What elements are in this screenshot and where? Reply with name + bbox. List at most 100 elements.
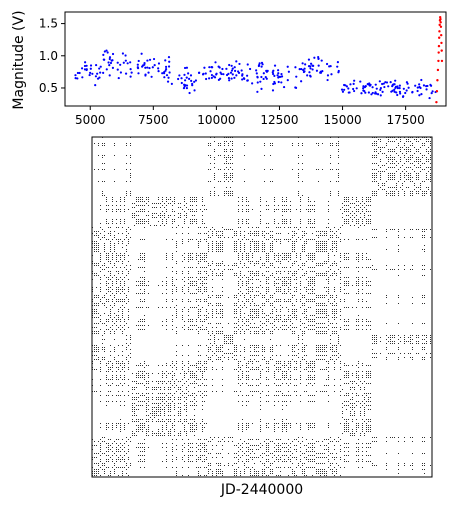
recurrence-point xyxy=(416,343,417,344)
recurrence-point xyxy=(146,389,147,390)
recurrence-point xyxy=(274,283,275,284)
recurrence-point xyxy=(238,301,239,302)
recurrence-point xyxy=(108,277,109,278)
recurrence-point xyxy=(188,327,189,328)
recurrence-point xyxy=(314,253,315,254)
recurrence-point xyxy=(264,441,265,442)
recurrence-point xyxy=(100,315,101,316)
recurrence-point xyxy=(328,293,329,294)
light-curve-point xyxy=(389,81,392,84)
recurrence-point xyxy=(216,313,217,314)
recurrence-point xyxy=(238,467,239,468)
recurrence-point xyxy=(252,299,253,300)
recurrence-point xyxy=(366,365,367,366)
recurrence-point xyxy=(266,451,267,452)
recurrence-point xyxy=(112,371,113,372)
recurrence-point xyxy=(144,459,145,460)
recurrence-point xyxy=(122,305,123,306)
recurrence-point xyxy=(172,439,173,440)
recurrence-point xyxy=(332,471,333,472)
recurrence-point xyxy=(144,281,145,282)
recurrence-point xyxy=(114,297,115,298)
recurrence-point xyxy=(94,309,95,310)
recurrence-point xyxy=(340,459,341,460)
recurrence-point xyxy=(356,401,357,402)
recurrence-point xyxy=(214,341,215,342)
recurrence-point xyxy=(356,283,357,284)
recurrence-point xyxy=(292,473,293,474)
recurrence-point xyxy=(164,413,165,414)
recurrence-point xyxy=(308,285,309,286)
recurrence-point xyxy=(244,463,245,464)
recurrence-point xyxy=(266,395,267,396)
recurrence-point xyxy=(174,405,175,406)
recurrence-point xyxy=(344,431,345,432)
recurrence-point xyxy=(220,453,221,454)
recurrence-point xyxy=(188,319,189,320)
recurrence-point xyxy=(284,255,285,256)
recurrence-point xyxy=(152,373,153,374)
recurrence-point xyxy=(304,313,305,314)
recurrence-point xyxy=(100,267,101,268)
recurrence-point xyxy=(330,297,331,298)
recurrence-point xyxy=(162,373,163,374)
recurrence-point xyxy=(240,295,241,296)
recurrence-point xyxy=(208,339,209,340)
recurrence-point xyxy=(120,375,121,376)
recurrence-point xyxy=(360,387,361,388)
recurrence-point xyxy=(224,339,225,340)
recurrence-point xyxy=(172,279,173,280)
recurrence-point xyxy=(176,439,177,440)
recurrence-point xyxy=(258,317,259,318)
recurrence-point xyxy=(106,267,107,268)
recurrence-point xyxy=(312,279,313,280)
recurrence-point xyxy=(272,305,273,306)
recurrence-point xyxy=(300,319,301,320)
recurrence-point xyxy=(220,357,221,358)
light-curve-point xyxy=(137,72,140,75)
recurrence-point xyxy=(334,379,335,380)
recurrence-point xyxy=(218,265,219,266)
recurrence-point xyxy=(118,369,119,370)
recurrence-point xyxy=(210,265,211,266)
recurrence-point xyxy=(344,405,345,406)
recurrence-point xyxy=(128,261,129,262)
recurrence-point xyxy=(308,257,309,258)
recurrence-point xyxy=(312,257,313,258)
recurrence-point xyxy=(144,321,145,322)
recurrence-point xyxy=(332,297,333,298)
recurrence-point xyxy=(116,253,117,254)
recurrence-point xyxy=(360,415,361,416)
recurrence-point xyxy=(280,475,281,476)
recurrence-point xyxy=(140,427,141,428)
recurrence-point xyxy=(386,349,387,350)
recurrence-point xyxy=(264,471,265,472)
recurrence-point xyxy=(254,305,255,306)
recurrence-point xyxy=(126,269,127,270)
recurrence-point xyxy=(266,299,267,300)
recurrence-point xyxy=(354,387,355,388)
recurrence-point xyxy=(236,311,237,312)
recurrence-point xyxy=(94,457,95,458)
recurrence-point xyxy=(184,455,185,456)
recurrence-point xyxy=(250,317,251,318)
recurrence-point xyxy=(206,315,207,316)
recurrence-point xyxy=(188,371,189,372)
recurrence-point xyxy=(136,293,137,294)
recurrence-point xyxy=(292,309,293,310)
recurrence-point xyxy=(178,399,179,400)
recurrence-point xyxy=(308,423,309,424)
light-curve-point xyxy=(342,83,346,87)
recurrence-point xyxy=(320,297,321,298)
recurrence-point xyxy=(284,253,285,254)
recurrence-point xyxy=(220,351,221,352)
recurrence-point xyxy=(306,385,307,386)
recurrence-point xyxy=(248,439,249,440)
recurrence-point xyxy=(188,445,189,446)
recurrence-point xyxy=(404,341,405,342)
recurrence-point xyxy=(182,379,183,380)
recurrence-point xyxy=(192,377,193,378)
recurrence-point xyxy=(286,307,287,308)
recurrence-point xyxy=(340,283,341,284)
recurrence-point xyxy=(362,293,363,294)
